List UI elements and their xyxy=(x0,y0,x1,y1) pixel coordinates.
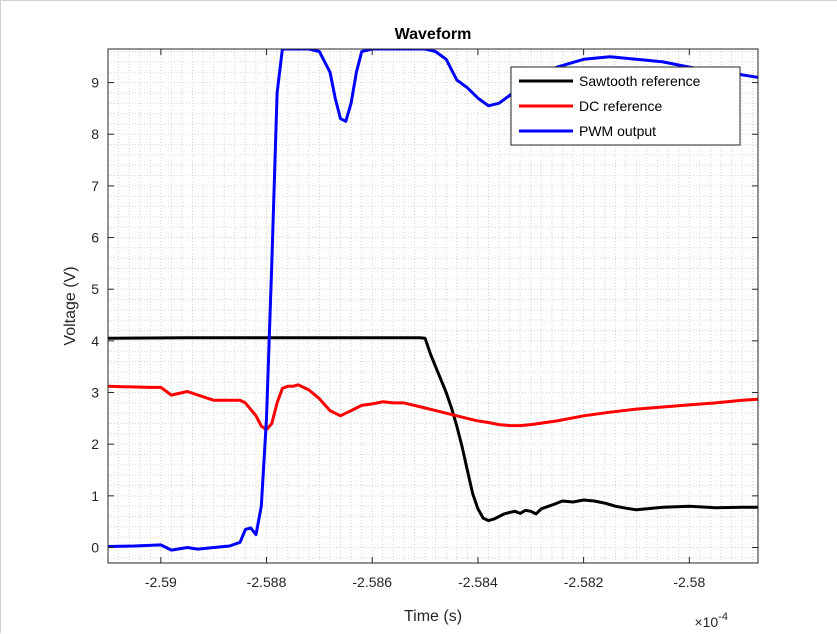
x-tick-label: -2.584 xyxy=(458,574,498,590)
y-tick-label: 7 xyxy=(91,178,99,194)
y-tick-label: 0 xyxy=(91,540,99,556)
legend-label-0: Sawtooth reference xyxy=(579,73,701,89)
legend-label-1: DC reference xyxy=(579,98,662,114)
x-axis-label: Time (s) xyxy=(404,608,462,625)
series-line-1 xyxy=(108,383,758,432)
y-tick-label: 9 xyxy=(91,75,99,91)
chart-title: Waveform xyxy=(395,26,472,43)
y-tick-label: 4 xyxy=(91,333,99,349)
y-axis-label: Voltage (V) xyxy=(62,266,79,345)
series-line-0 xyxy=(108,336,758,523)
x-tick-label: -2.59 xyxy=(145,574,177,590)
x-tick-label: -2.58 xyxy=(673,574,705,590)
x-axis-multiplier: ×10-4 xyxy=(694,611,728,630)
x-tick-label: -2.588 xyxy=(247,574,287,590)
y-tick-label: 6 xyxy=(91,230,99,246)
legend[interactable]: Sawtooth reference DC reference PWM output xyxy=(510,66,741,146)
plot-border xyxy=(107,48,759,564)
axis-ticks: -2.59 -2.588 -2.586 -2.584 -2.582 -2.58 0 1 2 3 4 5… xyxy=(91,49,758,590)
y-tick-label: 8 xyxy=(91,126,99,142)
x-tick-label: -2.582 xyxy=(564,574,604,590)
y-tick-label: 1 xyxy=(91,488,99,504)
legend-label-2: PWM output xyxy=(579,123,656,139)
x-tick-label: -2.586 xyxy=(352,574,392,590)
grid xyxy=(107,49,758,563)
y-tick-label: 3 xyxy=(91,385,99,401)
y-tick-label: 2 xyxy=(91,436,99,452)
y-tick-label: 5 xyxy=(91,281,99,297)
